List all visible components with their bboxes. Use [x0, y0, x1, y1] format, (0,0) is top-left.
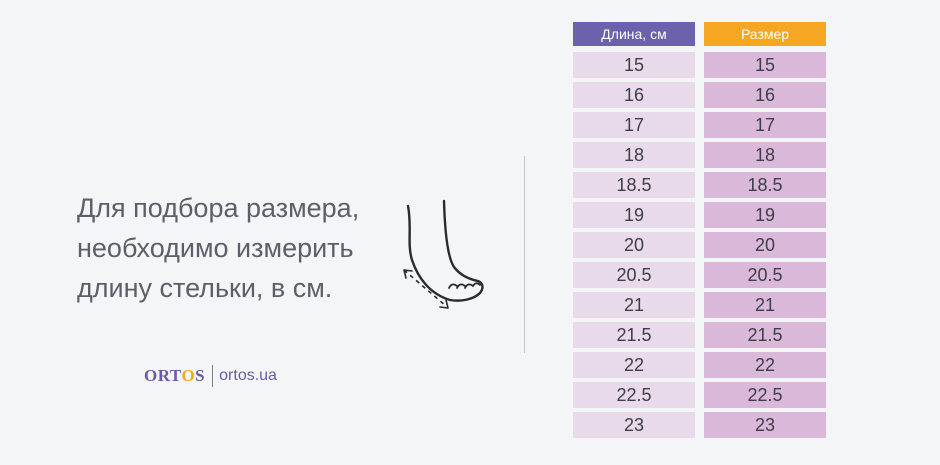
vertical-divider	[524, 156, 525, 353]
brand-separator	[212, 365, 214, 387]
length-cell: 16	[573, 82, 695, 108]
length-column-header: Длина, см	[573, 22, 695, 46]
instruction-line-1: Для подбора размера,	[77, 193, 360, 223]
size-cell: 17	[704, 112, 826, 138]
length-cell: 21.5	[573, 322, 695, 348]
size-cell: 22	[704, 352, 826, 378]
length-cell: 22	[573, 352, 695, 378]
length-cell: 21	[573, 292, 695, 318]
size-column: Размер 15 16 17 18 18.5 19 20 20.5 21 21…	[704, 22, 826, 442]
size-cell: 23	[704, 412, 826, 438]
instruction-line-2: необходимо измерить	[77, 233, 354, 263]
foot-measurement-icon	[403, 199, 484, 309]
length-cell: 20.5	[573, 262, 695, 288]
length-cell: 19	[573, 202, 695, 228]
size-cell: 18	[704, 142, 826, 168]
length-cell: 20	[573, 232, 695, 258]
length-cell: 23	[573, 412, 695, 438]
size-cell: 15	[704, 52, 826, 78]
length-cell: 18.5	[573, 172, 695, 198]
size-cell: 20	[704, 232, 826, 258]
instruction-line-3: длину стельки, в см.	[77, 273, 333, 303]
length-cell: 22.5	[573, 382, 695, 408]
length-cell: 15	[573, 52, 695, 78]
size-column-header: Размер	[704, 22, 826, 46]
size-cell: 21	[704, 292, 826, 318]
brand-site-link[interactable]: ortos.ua	[219, 367, 277, 384]
size-cell: 19	[704, 202, 826, 228]
brand: ORTOS ortos.ua	[144, 364, 277, 388]
size-cell: 21.5	[704, 322, 826, 348]
length-column: Длина, см 15 16 17 18 18.5 19 20 20.5 21…	[573, 22, 695, 442]
size-cell: 16	[704, 82, 826, 108]
size-cell: 20.5	[704, 262, 826, 288]
length-cell: 17	[573, 112, 695, 138]
instruction-text: Для подбора размера, необходимо измерить…	[77, 188, 397, 308]
length-cell: 18	[573, 142, 695, 168]
size-cell: 18.5	[704, 172, 826, 198]
ortos-logo: ORTOS	[144, 366, 206, 385]
size-cell: 22.5	[704, 382, 826, 408]
